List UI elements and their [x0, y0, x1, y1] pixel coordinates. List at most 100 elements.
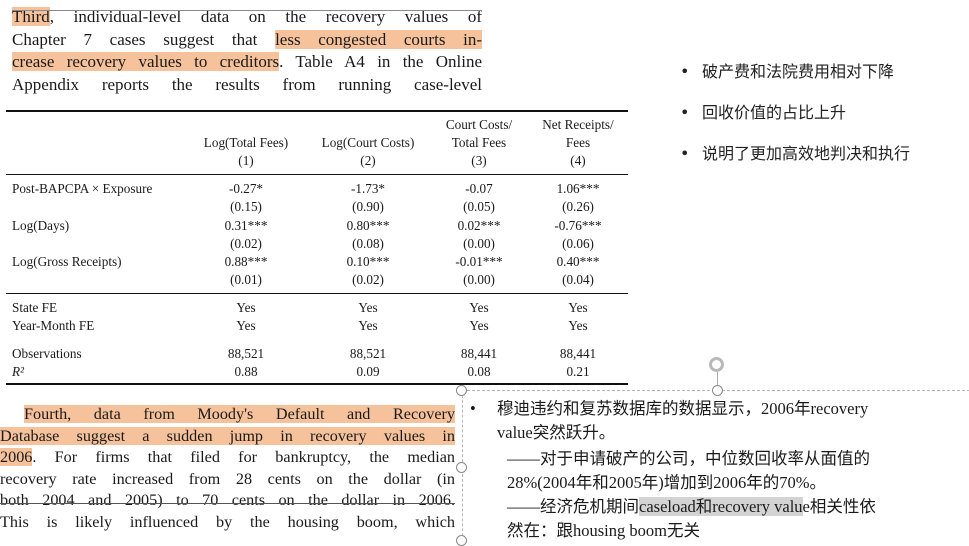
- table-cell: 0.02***: [457, 218, 501, 233]
- para1-line-4: Appendix reports the results from runnin…: [12, 74, 482, 94]
- para1-line-2: Chapter 7 cases suggest that less conges…: [12, 29, 482, 49]
- col-4-header-line2: Fees: [565, 135, 591, 150]
- textbox-line-5: ——经济危机期间caseload和recovery value相关性依: [507, 497, 876, 516]
- bullet-item: • 破产费和法院费用相对下降: [680, 62, 895, 81]
- resize-handle-bottom-left[interactable]: [456, 535, 467, 546]
- resize-handle-top-left[interactable]: [456, 385, 467, 396]
- table-header-rule: [6, 174, 628, 175]
- table-cell: 0.21: [566, 364, 590, 379]
- textbox-line-1: 穆迪违约和复苏数据库的数据显示，2006年recovery: [497, 399, 869, 418]
- row-label-log-gross-receipts: Log(Gross Receipts): [12, 254, 122, 269]
- table-cell-se: (0.00): [463, 236, 495, 251]
- table-cell: 0.80***: [346, 218, 390, 233]
- col-3-header-line1: Court Costs/: [445, 117, 513, 132]
- bullet-dot-icon: •: [680, 62, 690, 81]
- table-cell-se: (0.02): [230, 236, 262, 251]
- col-4-header-line1: Net Receipts/: [542, 117, 614, 132]
- bullet-dot-icon: •: [680, 103, 690, 122]
- highlight-less-congested: less congested courts in-: [275, 29, 482, 49]
- para2-line-1: Fourth, data from Moody's Default and Re…: [0, 404, 455, 426]
- resize-handle-middle-left[interactable]: [456, 462, 467, 473]
- row-label-post-bapcpa: Post-BAPCPA × Exposure: [12, 181, 153, 196]
- table-cell: Yes: [469, 300, 489, 315]
- highlight-2006: 2006: [0, 448, 33, 466]
- table-cell: Yes: [568, 318, 588, 333]
- textbox-line-3: ——对于申请破产的公司，中位数回收率从面值的: [507, 449, 870, 468]
- strikethrough-line: [0, 503, 455, 504]
- para2-line-4: recovery rate increased from 28 cents on…: [0, 469, 455, 488]
- cropped-strikethrough-line: [12, 10, 482, 11]
- table-top-rule: [6, 110, 628, 112]
- paper-paragraph-bottom: Fourth, data from Moody's Default and Re…: [0, 404, 455, 533]
- col-2-header: Log(Court Costs): [321, 135, 415, 150]
- table-cell: Yes: [236, 300, 256, 315]
- table-cell: 0.88: [234, 364, 258, 379]
- bullet-dot-icon: •: [680, 144, 690, 163]
- table-cell: 88,441: [559, 346, 597, 361]
- textbox-line-6: 然在：跟housing boom无关: [507, 521, 700, 540]
- col-2-number: (2): [360, 153, 376, 168]
- table-cell: 88,521: [227, 346, 265, 361]
- table-mid-rule: [6, 293, 628, 294]
- table-cell: -1.73*: [350, 181, 386, 196]
- highlight-fourth: Fourth, data from Moody's Default and Re…: [24, 405, 455, 423]
- table-bottom-rule: [6, 383, 628, 385]
- table-cell: 0.08: [467, 364, 491, 379]
- col-3-header-line2: Total Fees: [451, 135, 507, 150]
- table-cell-se: (0.26): [562, 199, 594, 214]
- table-cell: 0.31***: [224, 218, 268, 233]
- table-cell-se: (0.05): [463, 199, 495, 214]
- table-cell: -0.01***: [455, 254, 503, 269]
- table-cell-se: (0.02): [352, 272, 384, 287]
- highlight-database: Database suggest a sudden jump in recove…: [0, 426, 455, 445]
- text-selection: caseload和recovery valu: [639, 497, 803, 516]
- para2-line-5: both 2004 and 2005) to 70 cents on the d…: [0, 491, 455, 509]
- row-label-log-days: Log(Days): [12, 218, 70, 233]
- table-cell: Yes: [358, 300, 378, 315]
- row-label-year-month-fe: Year-Month FE: [12, 318, 95, 333]
- table-cell: Yes: [358, 318, 378, 333]
- textbox-bullet-icon: •: [470, 399, 476, 418]
- table-cell: -0.27*: [228, 181, 264, 196]
- table-cell: 0.09: [356, 364, 380, 379]
- para1-line-3: crease recovery values to creditors. Tab…: [12, 52, 482, 71]
- col-3-number: (3): [471, 153, 487, 168]
- para2-line-6: This is likely influenced by the housing…: [0, 512, 455, 531]
- para2-line-3: 2006. For firms that filed for bankruptc…: [0, 448, 455, 466]
- col-1-header: Log(Total Fees): [203, 135, 289, 150]
- table-cell: -0.07: [465, 181, 493, 196]
- table-cell: 0.10***: [346, 254, 390, 269]
- para2-line-2: Database suggest a sudden jump in recove…: [0, 426, 455, 448]
- table-cell: Yes: [236, 318, 256, 333]
- col-1-number: (1): [238, 153, 254, 168]
- table-cell: Yes: [469, 318, 489, 333]
- table-cell-se: (0.15): [230, 199, 262, 214]
- textbox-line-4: 28%(2004年和2005年)增加到2006年的70%。: [507, 473, 826, 492]
- table-cell: -0.76***: [554, 218, 602, 233]
- table-cell-se: (0.00): [463, 272, 495, 287]
- table-cell: 0.88***: [224, 254, 268, 269]
- row-label-r-squared: R²: [12, 364, 25, 379]
- table-cell: 1.06***: [556, 181, 600, 196]
- rotate-handle-stem: [717, 372, 718, 390]
- para1-line-1: Third, individual-level data on the reco…: [12, 7, 482, 26]
- highlight-third: Third: [12, 7, 50, 26]
- table-cell: 0.40***: [556, 254, 600, 269]
- highlight-recovery: crease recovery values to creditors: [12, 52, 280, 71]
- row-label-observations: Observations: [12, 346, 82, 361]
- col-4-number: (4): [570, 153, 586, 168]
- textbox-line-2: value突然跃升。: [497, 423, 616, 442]
- bullet-item: • 回收价值的占比上升: [680, 103, 847, 122]
- paper-paragraph-top: Third, individual-level data on the reco…: [12, 6, 482, 96]
- bullet-item: • 说明了更加高效地判决和执行: [680, 144, 911, 163]
- table-cell-se: (0.90): [352, 199, 384, 214]
- table-cell-se: (0.04): [562, 272, 594, 287]
- row-label-state-fe: State FE: [12, 300, 58, 315]
- rotate-handle-icon[interactable]: [709, 357, 724, 372]
- table-cell: 88,521: [349, 346, 387, 361]
- table-cell-se: (0.06): [562, 236, 594, 251]
- table-cell-se: (0.08): [352, 236, 384, 251]
- table-cell: Yes: [568, 300, 588, 315]
- resize-handle-top-middle[interactable]: [712, 385, 723, 396]
- table-cell: 88,441: [460, 346, 498, 361]
